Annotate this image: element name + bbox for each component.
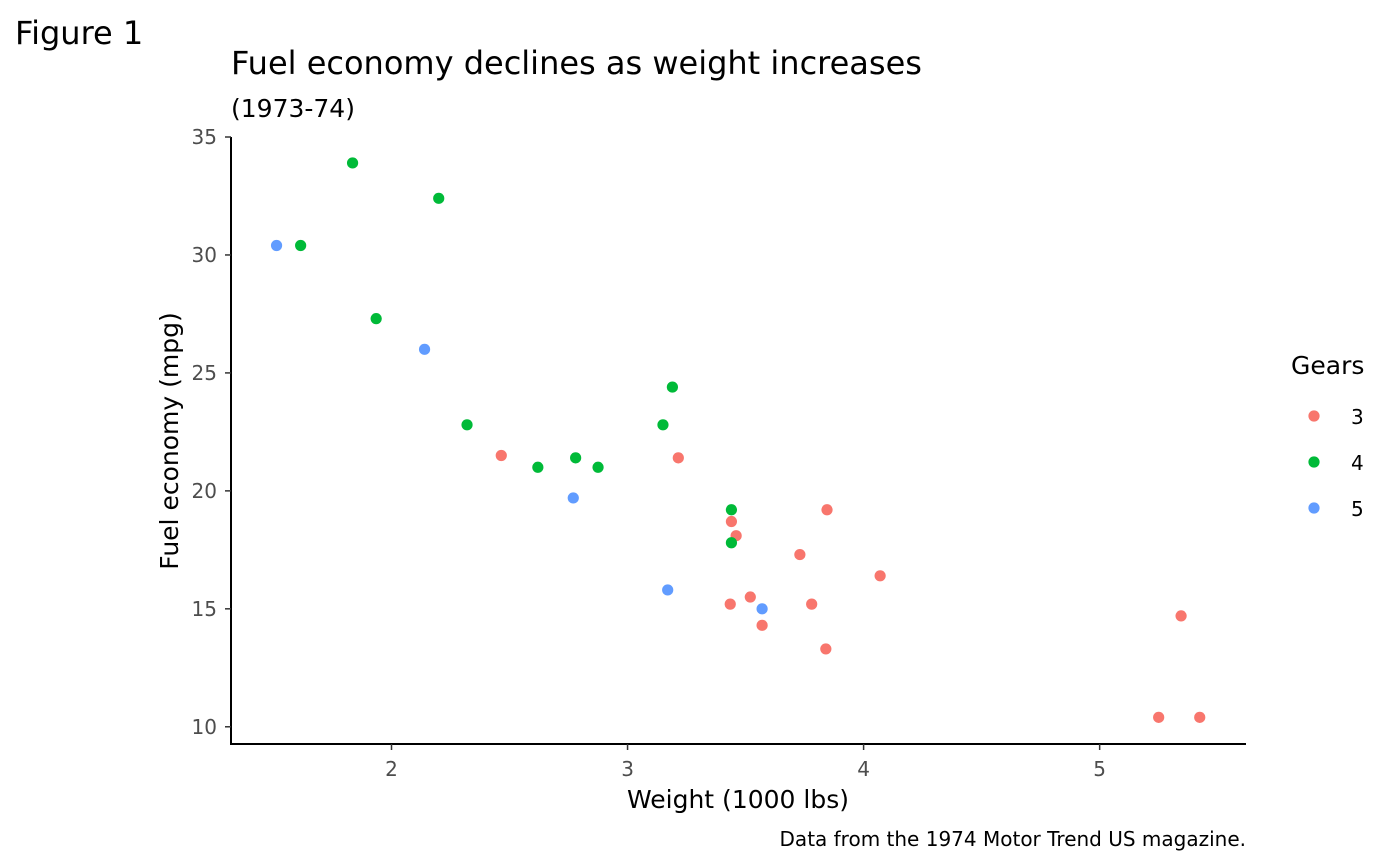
data-point-gear-3 <box>1194 711 1206 723</box>
data-point-gear-4 <box>295 239 307 252</box>
data-point-gear-5 <box>756 603 768 615</box>
data-point-gear-5 <box>662 584 674 596</box>
legend-label-3: 3 <box>1351 405 1364 429</box>
legend: Gears 3 4 5 <box>1291 351 1364 521</box>
data-point-gear-4 <box>657 419 669 431</box>
y-ticks: 10 15 20 25 30 35 <box>192 125 231 739</box>
x-tick-label: 5 <box>1093 757 1106 781</box>
data-point-gear-3 <box>806 598 818 610</box>
data-point-gear-5 <box>418 343 431 355</box>
data-point-gear-3 <box>821 504 833 516</box>
data-point-gear-3 <box>495 449 507 462</box>
x-tick-label: 2 <box>385 757 398 781</box>
y-tick-label: 15 <box>192 597 217 621</box>
data-point-gear-3 <box>756 619 768 631</box>
y-tick-label: 20 <box>192 479 217 503</box>
y-tick-label: 35 <box>192 125 217 149</box>
data-point-gear-4 <box>461 419 473 431</box>
x-tick-label: 3 <box>621 757 634 781</box>
chart-caption: Data from the 1974 Motor Trend US magazi… <box>780 827 1246 851</box>
data-point-gear-3 <box>794 548 806 561</box>
data-point-gear-3 <box>1175 610 1187 622</box>
legend-items: 3 4 5 <box>1308 405 1364 521</box>
data-point-gear-3 <box>725 515 738 528</box>
data-point-gear-4 <box>725 504 738 516</box>
y-axis-label: Fuel economy (mpg) <box>155 312 184 569</box>
data-point-gear-3 <box>1153 711 1165 723</box>
data-point-gear-5 <box>270 239 283 252</box>
data-point-gear-4 <box>725 537 738 549</box>
data-point-gear-4 <box>666 381 679 393</box>
data-point-gear-3 <box>672 452 684 464</box>
data-point-gear-4 <box>592 461 604 473</box>
figure-label: Figure 1 <box>15 14 143 52</box>
data-point-gear-3 <box>744 591 756 603</box>
data-point-gear-3 <box>724 598 736 610</box>
legend-key-4 <box>1308 456 1320 468</box>
data-point-gear-4 <box>346 157 359 169</box>
legend-key-3 <box>1308 410 1320 422</box>
data-point-gear-4 <box>370 313 382 325</box>
data-point-gear-4 <box>570 452 582 464</box>
y-tick-label: 30 <box>192 243 217 267</box>
legend-label-4: 4 <box>1351 451 1364 475</box>
legend-key-5 <box>1308 502 1320 514</box>
x-axis-label: Weight (1000 lbs) <box>627 785 849 814</box>
chart-title: Fuel economy declines as weight increase… <box>231 44 922 82</box>
x-tick-label: 4 <box>857 757 870 781</box>
data-point-gear-3 <box>874 570 886 582</box>
data-point-gear-4 <box>532 461 544 473</box>
data-point-gear-4 <box>433 192 445 204</box>
chart-subtitle: (1973-74) <box>231 94 355 123</box>
y-tick-label: 25 <box>192 361 217 385</box>
legend-title: Gears <box>1291 351 1364 380</box>
y-tick-label: 10 <box>192 715 217 739</box>
legend-label-5: 5 <box>1351 497 1364 521</box>
data-point-gear-3 <box>820 643 832 655</box>
data-point-gear-5 <box>567 492 579 504</box>
x-ticks: 2 3 4 5 <box>385 744 1106 781</box>
plot-area <box>270 157 1206 723</box>
